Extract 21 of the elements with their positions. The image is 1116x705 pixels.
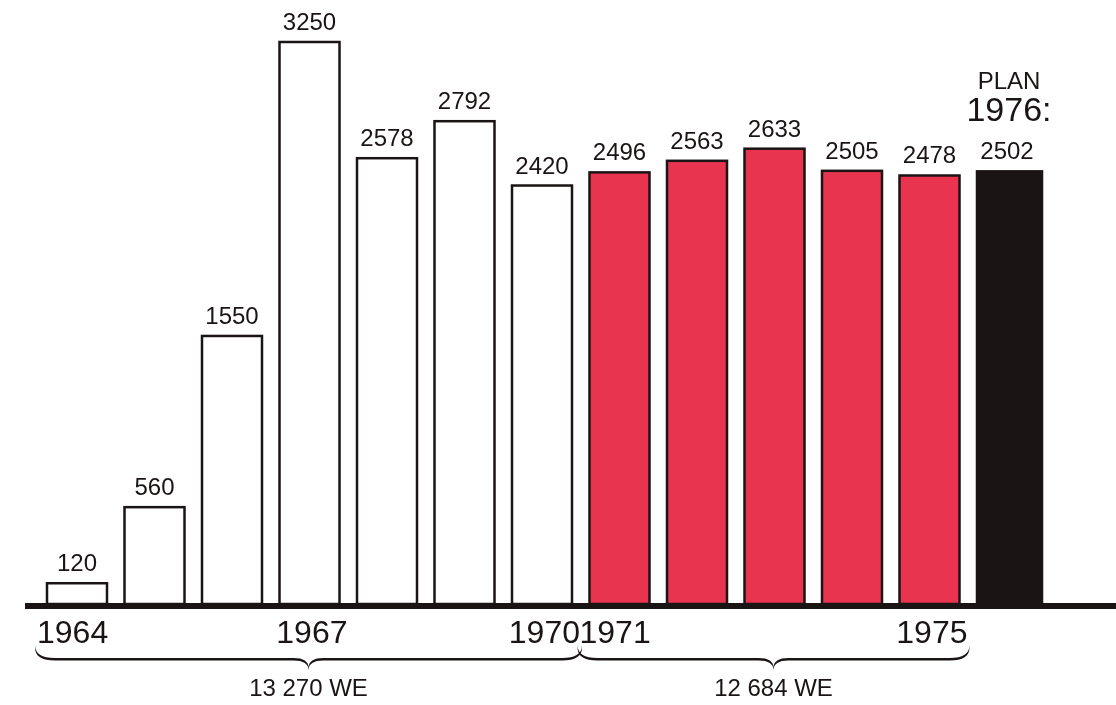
data-label: 120 xyxy=(56,549,98,577)
x-tick-label: 1970 xyxy=(508,614,580,650)
data-label: 2502 xyxy=(980,137,1034,165)
x-tick-label: 1964 xyxy=(37,614,109,650)
data-label: 2792 xyxy=(437,87,492,115)
data-label: 2478 xyxy=(902,141,957,169)
data-label: 2563 xyxy=(670,126,724,154)
data-label: 2578 xyxy=(360,124,414,152)
data-label: 2420 xyxy=(515,151,569,179)
x-tick-label: 1975 xyxy=(896,614,968,650)
data-label: 560 xyxy=(134,473,175,501)
data-label: 3250 xyxy=(282,8,337,35)
text: 12 684 WE xyxy=(714,674,833,701)
text: 13 270 WE xyxy=(249,674,368,701)
x-tick-label: 1971 xyxy=(579,614,651,650)
annotation: PLAN 1976: xyxy=(966,67,1052,129)
data-label: 2496 xyxy=(592,138,647,166)
data-label: 2505 xyxy=(825,136,879,164)
data-label: 1550 xyxy=(205,301,259,329)
x-tick-label: 1967 xyxy=(276,614,348,650)
data-label: 2633 xyxy=(747,114,802,142)
